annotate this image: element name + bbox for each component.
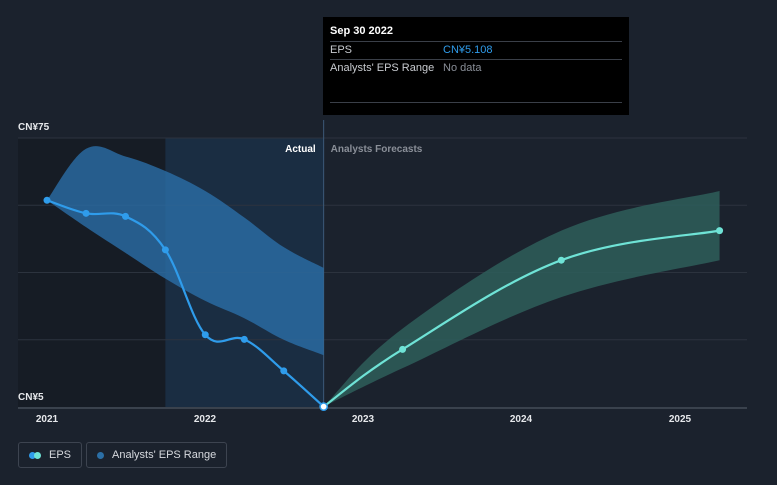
legend-item-range[interactable]: Analysts' EPS Range <box>86 442 228 468</box>
region-label-actual: Actual <box>285 144 316 155</box>
eps-point-forecast-2 <box>557 256 565 264</box>
legend: EPS Analysts' EPS Range <box>18 442 228 468</box>
tooltip: Sep 30 2022 EPS CN¥5.108 Analysts' EPS R… <box>323 17 629 115</box>
eps-range-band-forecast <box>323 191 720 407</box>
y-tick-label-top: CN¥75 <box>18 122 50 133</box>
legend-range-dot <box>97 451 105 459</box>
eps-point-forecast-3 <box>716 227 724 235</box>
eps-range-band-actual <box>47 146 324 356</box>
eps-point-actual-5 <box>240 335 248 343</box>
region-label-forecast: Analysts Forecasts <box>331 144 423 155</box>
x-tick-label-2021: 2021 <box>36 414 59 425</box>
legend-range-label: Analysts' EPS Range <box>112 449 217 461</box>
eps-point-actual-2 <box>121 212 129 220</box>
tooltip-eps-label: EPS <box>330 44 353 56</box>
legend-eps-actual-dot <box>29 451 36 459</box>
eps-point-actual-6 <box>280 367 288 375</box>
eps-line-forecast <box>323 229 720 408</box>
eps-point-actual-3 <box>161 246 169 254</box>
tooltip-row-range: Analysts' EPS Range No data <box>330 59 622 77</box>
tooltip-date: Sep 30 2022 <box>330 25 393 37</box>
eps-point-actual-0 <box>43 196 51 204</box>
eps-point-forecast-1 <box>399 345 407 353</box>
tooltip-range-label: Analysts' EPS Range <box>330 62 435 74</box>
tooltip-eps-value: CN¥5.108 <box>443 44 493 56</box>
eps-line-actual <box>46 199 325 408</box>
x-tick-label-2024: 2024 <box>510 414 533 425</box>
legend-item-eps[interactable]: EPS <box>18 442 83 468</box>
legend-eps-label: EPS <box>49 449 72 461</box>
legend-eps-forecast-dot <box>34 451 41 459</box>
eps-point-current <box>319 402 329 411</box>
tooltip-range-value: No data <box>443 62 482 74</box>
eps-point-actual-1 <box>82 209 90 217</box>
eps-point-actual-4 <box>201 331 209 339</box>
tooltip-divider <box>330 102 622 103</box>
x-tick-label-2025: 2025 <box>669 414 692 425</box>
tooltip-row-eps: EPS CN¥5.108 <box>330 41 622 59</box>
x-tick-label-2022: 2022 <box>194 414 217 425</box>
x-tick-label-2023: 2023 <box>352 414 375 425</box>
y-tick-label-bottom: CN¥5 <box>18 392 44 403</box>
